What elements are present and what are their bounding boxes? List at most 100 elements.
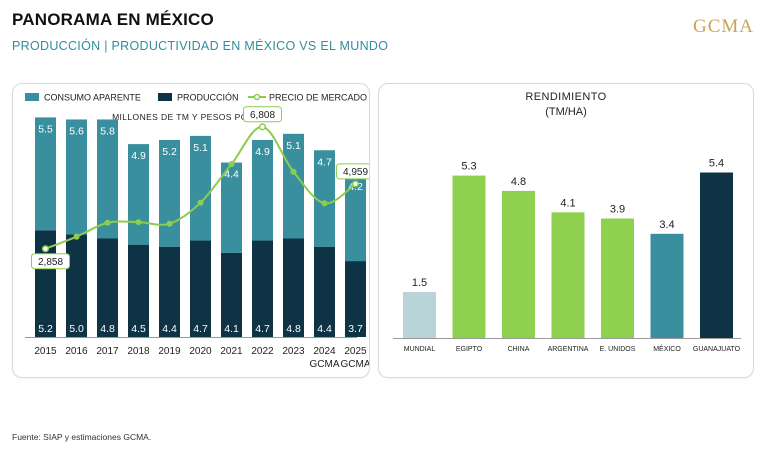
- label-consumo-3: 4.9: [131, 150, 146, 162]
- x-tick-4: 2019: [158, 346, 181, 357]
- bar-consumo-4: [159, 139, 180, 247]
- bar-consumo-8: [283, 133, 304, 239]
- price-label-0: 2,858: [38, 257, 63, 268]
- x-tick-mundial: MUNDIAL: [404, 346, 436, 353]
- bar-produccion-2: [97, 238, 118, 337]
- bar-argentina: [551, 212, 585, 338]
- value-label-china: 4.8: [511, 176, 526, 188]
- bar-egipto: [452, 175, 486, 338]
- bar-mundial: [403, 292, 436, 338]
- value-label-egipto: 5.3: [461, 161, 476, 173]
- price-point-4: [166, 220, 173, 227]
- price-point-6: [228, 161, 235, 168]
- bar-guanajuato: [700, 172, 733, 338]
- label-consumo-1: 5.6: [69, 125, 84, 137]
- bar-consumo-5: [190, 135, 211, 241]
- bar-produccion-7: [252, 240, 273, 337]
- price-point-7: [258, 123, 267, 131]
- bar-consumo-9: [314, 150, 335, 247]
- x-tick-egipto: EGIPTO: [456, 346, 483, 353]
- label-produccion-9: 4.4: [317, 323, 332, 335]
- label-consumo-6: 4.4: [224, 169, 239, 181]
- bar-produccion-10: [345, 261, 366, 337]
- x-tick-0: 2015: [34, 346, 57, 357]
- label-consumo-9: 4.7: [317, 156, 332, 168]
- legend-precio-de-mercado-label: PRECIO DE MERCADO: [269, 93, 367, 103]
- price-point-10: [351, 180, 360, 188]
- chart-subtitle: (TM/HA): [545, 106, 587, 118]
- label-produccion-4: 4.4: [162, 323, 177, 335]
- bar-produccion-8: [283, 238, 304, 337]
- x-tick-argentina: ARGENTINA: [548, 346, 589, 353]
- value-label-guanajuato: 5.4: [709, 158, 724, 170]
- x-tick-2: 2017: [96, 346, 119, 357]
- value-label-argentina: 4.1: [560, 197, 575, 209]
- bar-produccion-9: [314, 246, 335, 337]
- bar-consumo-0: [35, 117, 56, 231]
- legend-consumo-aparente-swatch: [25, 93, 39, 101]
- x-tick-7: 2022: [251, 346, 274, 357]
- bar-produccion-5: [190, 240, 211, 337]
- price-point-0: [41, 245, 50, 253]
- bar-produccion-3: [128, 244, 149, 337]
- value-label-méxico: 3.4: [659, 219, 674, 231]
- x-tick-1: 2016: [65, 346, 88, 357]
- value-label-e-unidos: 3.9: [610, 203, 625, 215]
- yield-bar-chart: RENDIMIENTO (TM/HA) 1.5 MUNDIAL 5.3 EGIPTO 4.8…: [393, 91, 741, 353]
- price-point-2: [104, 219, 111, 226]
- x-tick-3: 2018: [127, 346, 150, 357]
- price-label-box-0: [31, 253, 70, 270]
- label-consumo-7: 4.9: [255, 146, 270, 158]
- label-produccion-10: 3.7: [348, 323, 363, 335]
- label-consumo-4: 5.2: [162, 146, 177, 158]
- bar-consumo-1: [66, 119, 87, 235]
- price-point-3: [135, 219, 142, 226]
- gcma-logo: GCMA: [692, 16, 754, 37]
- label-consumo-0: 5.5: [38, 123, 53, 135]
- label-produccion-6: 4.1: [224, 323, 239, 335]
- x-tick-china: CHINA: [508, 346, 530, 353]
- x-tick-5: 2020: [189, 346, 212, 357]
- bar-consumo-7: [252, 139, 273, 241]
- x-tick-6: 2021: [220, 346, 243, 357]
- legend-consumo-aparente-label: CONSUMO APARENTE: [44, 93, 141, 103]
- stacked-bar-chart: CONSUMO APARENTE PRODUCCIÓN PRECIO DE MERC…: [25, 93, 375, 370]
- legend-precio-de-mercado-marker: [253, 93, 261, 101]
- price-point-1: [73, 233, 80, 240]
- price-label-10: 4,959: [343, 167, 368, 178]
- bar-consumo-2: [97, 119, 118, 239]
- yield-bar-chart-panel: RENDIMIENTO (TM/HA) 1.5 MUNDIAL 5.3 EGIPTO 4.8…: [378, 83, 754, 378]
- label-produccion-3: 4.5: [131, 323, 146, 335]
- value-label-mundial: 1.5: [412, 277, 427, 289]
- bar-méxico: [650, 233, 684, 338]
- label-consumo-8: 5.1: [286, 140, 301, 152]
- bar-china: [502, 190, 535, 338]
- x-tick-e-unidos: E. UNIDOS: [600, 346, 636, 353]
- page-title: PANORAMA EN MÉXICO: [12, 10, 214, 29]
- x-tick-10-sub: GCMA: [341, 359, 370, 370]
- x-tick-guanajuato: GUANAJUATO: [693, 346, 741, 353]
- label-produccion-7: 4.7: [255, 323, 270, 335]
- label-produccion-8: 4.8: [286, 323, 301, 335]
- x-tick-9-sub: GCMA: [310, 359, 340, 370]
- bar-produccion-4: [159, 246, 180, 337]
- bar-produccion-6: [221, 252, 242, 337]
- x-tick-méxico: MÉXICO: [653, 344, 681, 353]
- bar-consumo-6: [221, 162, 242, 253]
- bar-produccion-1: [66, 234, 87, 337]
- source-note: Fuente: SIAP y estimaciones GCMA.: [12, 432, 152, 442]
- price-label-box-7: [243, 106, 282, 123]
- legend-producción-swatch: [158, 93, 172, 101]
- label-produccion-2: 4.8: [100, 323, 115, 335]
- page-subtitle: PRODUCCIÓN | PRODUCTIVIDAD EN MÉXICO VS …: [12, 39, 389, 53]
- price-point-5: [197, 199, 204, 206]
- price-point-9: [321, 200, 328, 207]
- price-label-7: 6,808: [250, 110, 275, 121]
- label-consumo-2: 5.8: [100, 125, 115, 137]
- price-point-8: [290, 168, 297, 175]
- bar-consumo-3: [128, 144, 149, 245]
- bar-consumo-10: [345, 174, 366, 262]
- chart-title: RENDIMIENTO: [525, 91, 606, 103]
- label-produccion-1: 5.0: [69, 323, 84, 335]
- label-produccion-0: 5.2: [38, 323, 53, 335]
